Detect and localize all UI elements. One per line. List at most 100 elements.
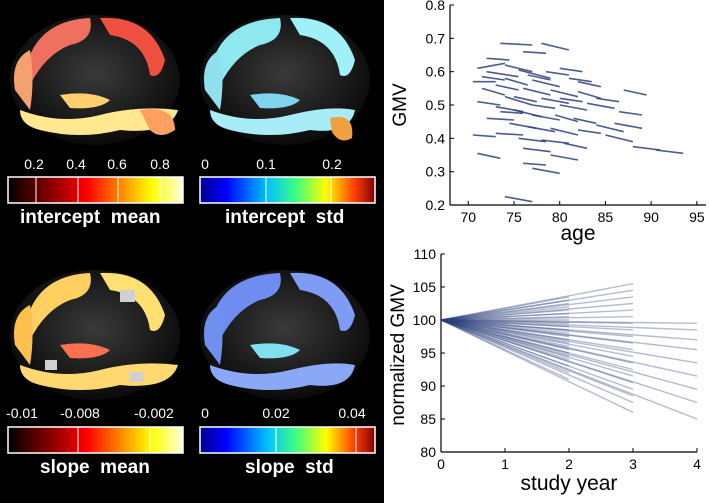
subject-segment	[495, 132, 524, 136]
trajectory-line	[440, 296, 634, 321]
cb-tick-sm-2: -0.002	[134, 405, 174, 421]
trajectory-line	[440, 319, 634, 338]
year-xtick-label: 0	[437, 456, 445, 472]
age-xtick-label: 70	[460, 209, 476, 225]
trajectory-line	[440, 319, 570, 351]
year-chart-yticks: 80 85 90 95 100 105 110	[413, 246, 445, 460]
trajectory-line	[440, 319, 634, 331]
trajectory-line	[440, 306, 570, 321]
subject-segment	[554, 114, 579, 123]
subject-segment	[586, 102, 615, 110]
age-xtick-label: 85	[598, 209, 614, 225]
cb-tick-sm-1: -0.008	[60, 405, 100, 421]
subject-segment	[596, 124, 624, 133]
subject-segment	[532, 114, 560, 121]
subject-segment	[559, 67, 583, 73]
trajectory-line	[440, 316, 634, 321]
age-ytick-label: 0.8	[426, 0, 446, 13]
subject-segment	[504, 195, 533, 203]
subject-segment	[564, 142, 588, 150]
subject-segment	[486, 70, 519, 78]
subject-segment	[532, 79, 560, 88]
subject-segment	[550, 154, 579, 161]
colorbar-slope-mean	[7, 426, 184, 454]
year-chart-xticks: 0 1 2 3 4	[437, 448, 701, 472]
charts-svg: 0.2 0.3 0.4 0.5 0.6 0.7 0.8 70 75 80 85 90 95 GMV a…	[388, 0, 706, 495]
trajectory-line	[440, 302, 634, 321]
trajectory-line	[440, 319, 570, 357]
subject-segment	[541, 139, 569, 145]
trajectory-line	[440, 299, 570, 321]
chart-gmv-age: 0.2 0.3 0.4 0.5 0.6 0.7 0.8 70 75 80 85 90 95 GMV a…	[390, 0, 706, 245]
trajectory-line	[440, 319, 698, 420]
subject-segment	[500, 110, 524, 115]
subject-segment	[504, 77, 528, 86]
trajectory-line	[440, 319, 634, 404]
cb-tick-is-2: 0.2	[322, 156, 342, 172]
year-chart-lines	[440, 283, 698, 420]
age-ytick-label: 0.4	[426, 130, 446, 146]
age-xtick-label: 95	[689, 209, 705, 225]
subject-segment	[541, 42, 570, 51]
trajectory-line	[440, 319, 634, 351]
colorbar-label-slope-mean: slope mean	[40, 457, 150, 478]
chart-normalized-gmv: 80 85 90 95 100 105 110 0 1 2 3 4 normalized GMV s…	[388, 246, 701, 495]
subject-segment	[573, 117, 597, 125]
trajectory-line	[440, 319, 698, 331]
year-ytick-label: 95	[420, 345, 436, 361]
age-chart-ylabel: GMV	[390, 83, 411, 127]
colorbar-intercept-std	[199, 176, 376, 204]
trajectory-line	[440, 319, 634, 390]
brain-map-slope-std	[200, 270, 370, 400]
brain-maps-svg	[7, 15, 376, 454]
subject-segment	[527, 74, 551, 81]
trajectory-line	[440, 319, 698, 351]
subject-segment	[481, 75, 505, 81]
cb-tick-ss-1: 0.02	[262, 405, 290, 421]
year-ytick-label: 105	[413, 279, 437, 295]
trajectory-line	[440, 296, 570, 321]
trajectory-line	[440, 319, 698, 364]
trajectory-line	[440, 312, 570, 321]
trajectory-line	[440, 319, 570, 361]
subject-segment	[596, 97, 620, 103]
subject-segment	[577, 129, 601, 135]
trajectory-line	[440, 319, 570, 374]
subject-segment	[481, 87, 506, 96]
year-ytick-label: 85	[420, 411, 436, 427]
trajectory-line	[440, 319, 698, 377]
age-ytick-label: 0.3	[426, 164, 446, 180]
trajectory-line	[440, 319, 698, 324]
trajectory-line	[440, 319, 698, 341]
colorbar-intercept-mean	[7, 176, 184, 204]
brain-maps-panel: 0.2 0.4 0.6 0.8 0 0.1 0.2 -0.01 -0.008 -…	[0, 0, 384, 503]
cb-tick-is-1: 0.1	[256, 156, 276, 172]
year-xtick-label: 1	[501, 456, 509, 472]
trajectory-line	[440, 319, 570, 381]
subject-segment	[550, 89, 579, 98]
subject-segment	[523, 162, 547, 166]
cb-tick-im-3: 0.8	[150, 156, 170, 172]
year-xtick-label: 2	[565, 456, 573, 472]
age-chart-xlabel: age	[560, 222, 595, 245]
colorbar-label-intercept-std: intercept std	[225, 207, 345, 228]
trajectory-line	[440, 283, 634, 321]
trajectory-line	[440, 319, 634, 397]
trajectory-line	[440, 309, 570, 321]
trajectory-line	[440, 319, 634, 357]
age-xtick-label: 75	[506, 209, 522, 225]
year-chart-ylabel: normalized GMV	[388, 284, 409, 426]
cb-tick-im-0: 0.2	[24, 156, 44, 172]
trajectory-line	[440, 319, 634, 377]
subject-segment	[541, 97, 570, 105]
year-xtick-label: 4	[693, 456, 701, 472]
year-ytick-label: 90	[420, 378, 436, 394]
age-xtick-label: 80	[552, 209, 568, 225]
subject-segment	[518, 137, 547, 143]
cb-tick-ss-2: 0.04	[338, 405, 366, 421]
year-ytick-label: 80	[420, 444, 436, 460]
colorbar-label-slope-std: slope std	[245, 457, 334, 478]
brain-map-intercept-mean	[10, 15, 180, 145]
year-xtick-label: 3	[629, 456, 637, 472]
year-ytick-label: 110	[414, 246, 437, 262]
